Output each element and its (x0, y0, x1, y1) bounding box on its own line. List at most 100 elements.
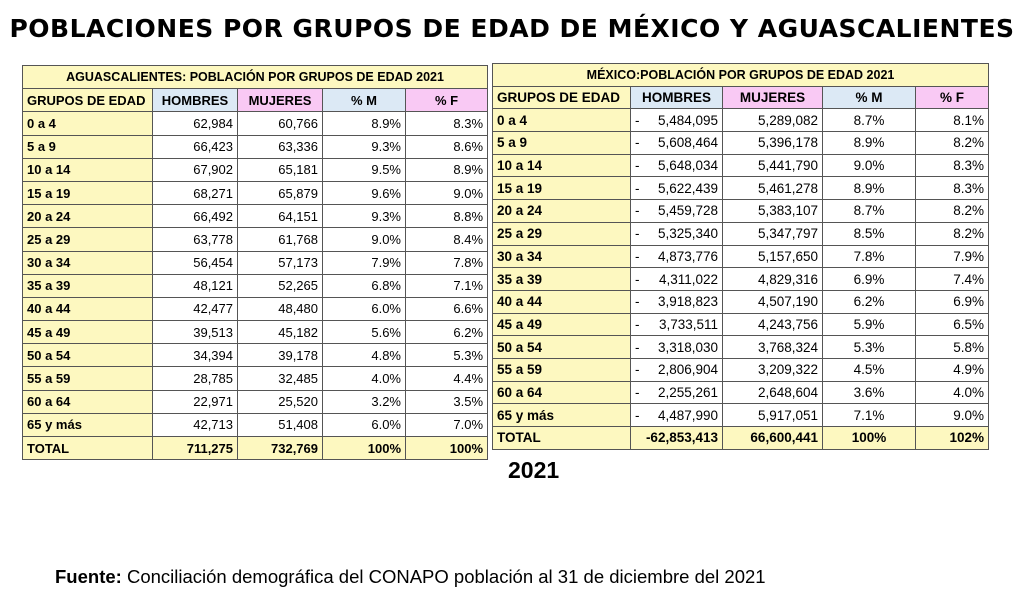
mujeres-cell: 2,648,604 (722, 380, 823, 405)
pct-female-cell: 7.1% (404, 273, 489, 298)
source-text: Conciliación demográfica del CONAPO pobl… (121, 566, 766, 587)
column-header: GRUPOS DE EDAD (492, 85, 631, 110)
table-row: 20 a 24 66,492 64,151 9.3% 8.8% (22, 204, 489, 229)
hombres-cell: - 5,648,034 (630, 153, 723, 178)
table-row: 65 y más - 4,487,990 5,917,051 7.1% 9.0% (492, 403, 990, 427)
pct-male-cell: 9.3% (322, 204, 406, 229)
pct-male-cell: 7.8% (822, 244, 916, 269)
mujeres-cell: 61,768 (237, 227, 323, 252)
negative-sign: - (635, 135, 640, 151)
age-group-cell: 30 a 34 (22, 250, 153, 275)
pct-female-cell: 8.9% (404, 157, 489, 182)
pct-male-cell: 5.6% (322, 320, 406, 345)
hombres-cell: - 5,325,340 (630, 221, 723, 246)
hombres-value: 5,325,340 (657, 226, 718, 242)
hombres-value: 2,806,904 (657, 362, 718, 378)
table-row: 20 a 24- 5,459,728 5,383,107 8.7% 8.2% (492, 199, 990, 223)
pct-female-cell: 7.4% (914, 267, 990, 291)
table-row: 40 a 44 42,477 48,480 6.0% 6.6% (22, 296, 489, 322)
table-row: 45 a 49 39,513 45,182 5.6% 6.2% (22, 320, 489, 345)
pct-female-cell: 102% (914, 426, 990, 450)
column-header: % F (914, 85, 990, 110)
aguascalientes-table: AGUASCALIENTES: POBLACIÓN POR GRUPOS DE … (21, 64, 489, 461)
total-row: TOTAL -62,853,413 66,600,441 100% 102% (492, 426, 990, 450)
pct-male-cell: 3.6% (822, 380, 916, 405)
pct-female-cell: 4.0% (914, 380, 990, 405)
age-group-cell: TOTAL (22, 435, 153, 461)
hombres-cell: - 3,733,511 (630, 312, 723, 337)
age-group-cell: 40 a 44 (492, 289, 631, 314)
age-group-cell: 0 a 4 (22, 111, 153, 136)
mujeres-cell: 5,917,051 (722, 403, 823, 427)
pct-female-cell: 8.2% (914, 221, 990, 246)
age-group-cell: 20 a 24 (492, 199, 631, 223)
hombres-cell: - 5,459,728 (630, 199, 723, 223)
total-row: TOTAL 711,275 732,769 100% 100% (22, 435, 489, 461)
table-title: MÉXICO:POBLACIÓN POR GRUPOS DE EDAD 2021 (491, 63, 990, 87)
mujeres-cell: 5,441,790 (722, 153, 823, 178)
pct-female-cell: 8.3% (914, 153, 990, 178)
table-row: 5 a 9- 5,608,464 5,396,178 8.9% 8.2% (492, 131, 990, 155)
table-row: 50 a 54- 3,318,030 3,768,324 5.3% 5.8% (492, 335, 990, 359)
hombres-cell: -62,853,413 (630, 426, 723, 450)
mujeres-cell: 66,600,441 (722, 426, 823, 450)
mujeres-cell: 4,507,190 (722, 289, 823, 314)
hombres-value: 4,487,990 (657, 407, 718, 423)
table-row: 0 a 4 62,984 60,766 8.9% 8.3% (22, 111, 489, 136)
table-title: AGUASCALIENTES: POBLACIÓN POR GRUPOS DE … (21, 64, 489, 90)
source-note: Fuente: Conciliación demográfica del CON… (55, 566, 766, 588)
negative-sign: - (635, 158, 640, 174)
pct-female-cell: 8.6% (404, 134, 489, 159)
hombres-cell: - 2,255,261 (630, 380, 723, 405)
pct-male-cell: 8.5% (822, 221, 916, 246)
age-group-cell: 65 y más (492, 403, 631, 427)
hombres-cell: 66,423 (152, 134, 238, 159)
column-header: MUJERES (237, 88, 323, 113)
table-row: 45 a 49- 3,733,511 4,243,756 5.9% 6.5% (492, 312, 990, 337)
mujeres-cell: 4,829,316 (722, 267, 823, 291)
pct-female-cell: 8.1% (914, 108, 990, 133)
age-group-cell: 55 a 59 (22, 366, 153, 391)
pct-male-cell: 4.5% (822, 357, 916, 382)
age-group-cell: 30 a 34 (492, 244, 631, 269)
age-group-cell: TOTAL (492, 426, 631, 450)
pct-female-cell: 6.2% (404, 320, 489, 345)
age-group-cell: 60 a 64 (492, 380, 631, 405)
pct-male-cell: 8.7% (822, 199, 916, 223)
age-group-cell: 5 a 9 (492, 131, 631, 155)
hombres-cell: - 5,484,095 (630, 108, 723, 133)
mujeres-cell: 5,157,650 (722, 244, 823, 269)
negative-sign: - (635, 316, 640, 332)
hombres-value: 4,311,022 (658, 271, 718, 287)
table-row: 30 a 34 56,454 57,173 7.9% 7.8% (22, 250, 489, 275)
pct-female-cell: 8.3% (404, 111, 489, 136)
pct-male-cell: 9.0% (322, 227, 406, 252)
age-group-cell: 10 a 14 (22, 157, 153, 182)
source-label: Fuente: (55, 566, 122, 587)
hombres-value: 3,918,823 (657, 294, 718, 310)
pct-male-cell: 6.8% (322, 273, 406, 298)
table-row: 60 a 64- 2,255,261 2,648,604 3.6% 4.0% (492, 380, 990, 405)
hombres-cell: 22,971 (152, 389, 238, 414)
mujeres-cell: 32,485 (237, 366, 323, 391)
pct-male-cell: 6.0% (322, 296, 406, 322)
age-group-cell: 25 a 29 (492, 221, 631, 246)
pct-male-cell: 5.3% (822, 335, 916, 359)
pct-female-cell: 7.8% (404, 250, 489, 275)
column-header: % F (404, 88, 489, 113)
hombres-value: 2,255,261 (657, 384, 718, 400)
table-row: 35 a 39- 4,311,022 4,829,316 6.9% 7.4% (492, 267, 990, 291)
table-row: 35 a 39 48,121 52,265 6.8% 7.1% (22, 273, 489, 298)
hombres-value: 5,648,034 (657, 158, 718, 174)
pct-male-cell: 100% (822, 426, 916, 450)
pct-male-cell: 4.8% (322, 343, 406, 368)
table-header-row: GRUPOS DE EDAD HOMBRES MUJERES% M% F (22, 88, 489, 113)
pct-female-cell: 6.6% (404, 296, 489, 322)
age-group-cell: 40 a 44 (22, 296, 153, 322)
negative-sign: - (635, 407, 640, 423)
mujeres-cell: 732,769 (237, 435, 323, 461)
pct-female-cell: 100% (404, 435, 489, 461)
pct-female-cell: 8.4% (404, 227, 489, 252)
hombres-cell: 34,394 (152, 343, 238, 368)
mujeres-cell: 5,396,178 (722, 131, 823, 155)
